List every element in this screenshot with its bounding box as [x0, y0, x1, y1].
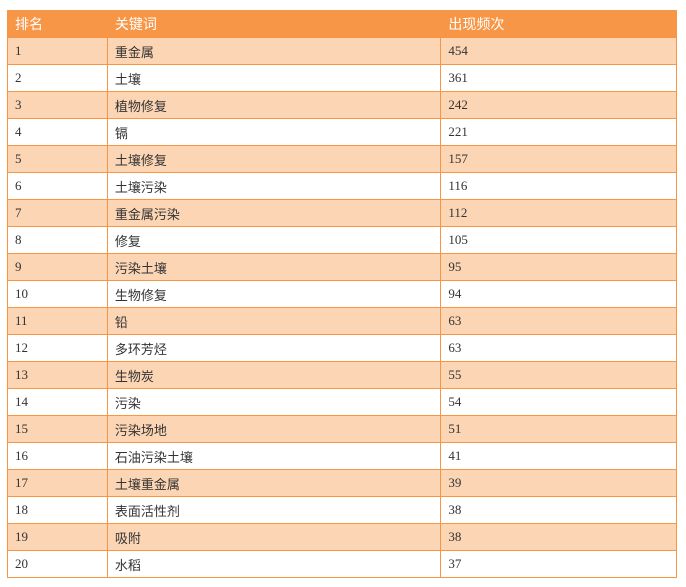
table-row: 6 土壤污染 116 — [7, 172, 677, 200]
rank-cell: 14 — [7, 388, 108, 416]
keyword-cell: 土壤 — [106, 64, 442, 92]
count-cell: 116 — [440, 172, 677, 200]
rank-cell: 17 — [7, 469, 108, 497]
rank-cell: 13 — [7, 361, 108, 389]
rank-cell: 18 — [7, 496, 108, 524]
rank-cell: 10 — [7, 280, 108, 308]
table-row: 14 污染 54 — [7, 388, 677, 416]
keyword-cell: 铅 — [106, 307, 442, 335]
rank-cell: 16 — [7, 442, 108, 470]
keyword-cell: 植物修复 — [106, 91, 442, 119]
table-row: 11 铅 63 — [7, 307, 677, 335]
table-row: 20 水稻 37 — [7, 550, 677, 578]
keyword-cell: 土壤修复 — [106, 145, 442, 173]
table-row: 15 污染场地 51 — [7, 415, 677, 443]
count-cell: 94 — [440, 280, 677, 308]
rank-cell: 4 — [7, 118, 108, 146]
table-header-row: 排名 关键词 出现频次 — [7, 10, 677, 38]
table-row: 5 土壤修复 157 — [7, 145, 677, 173]
count-cell: 95 — [440, 253, 677, 281]
count-cell: 39 — [440, 469, 677, 497]
keyword-cell: 表面活性剂 — [106, 496, 442, 524]
count-cell: 454 — [440, 37, 677, 65]
count-cell: 38 — [440, 496, 677, 524]
header-rank: 排名 — [7, 10, 108, 38]
count-cell: 112 — [440, 199, 677, 227]
count-cell: 242 — [440, 91, 677, 119]
keyword-cell: 生物炭 — [106, 361, 442, 389]
count-cell: 105 — [440, 226, 677, 254]
keyword-cell: 重金属 — [106, 37, 442, 65]
rank-cell: 15 — [7, 415, 108, 443]
rank-cell: 8 — [7, 226, 108, 254]
rank-cell: 19 — [7, 523, 108, 551]
count-cell: 63 — [440, 334, 677, 362]
rank-cell: 7 — [7, 199, 108, 227]
table-row: 3 植物修复 242 — [7, 91, 677, 119]
count-cell: 63 — [440, 307, 677, 335]
keyword-cell: 土壤污染 — [106, 172, 442, 200]
keyword-cell: 污染 — [106, 388, 442, 416]
keyword-cell: 生物修复 — [106, 280, 442, 308]
count-cell: 54 — [440, 388, 677, 416]
keyword-cell: 多环芳烃 — [106, 334, 442, 362]
count-cell: 157 — [440, 145, 677, 173]
table-row: 9 污染土壤 95 — [7, 253, 677, 281]
table-row: 12 多环芳烃 63 — [7, 334, 677, 362]
table-row: 18 表面活性剂 38 — [7, 496, 677, 524]
table-row: 13 生物炭 55 — [7, 361, 677, 389]
rank-cell: 2 — [7, 64, 108, 92]
keyword-cell: 吸附 — [106, 523, 442, 551]
count-cell: 37 — [440, 550, 677, 578]
table-row: 1 重金属 454 — [7, 37, 677, 65]
keyword-cell: 水稻 — [106, 550, 442, 578]
table-row: 7 重金属污染 112 — [7, 199, 677, 227]
count-cell: 41 — [440, 442, 677, 470]
count-cell: 55 — [440, 361, 677, 389]
table-row: 2 土壤 361 — [7, 64, 677, 92]
keyword-cell: 污染场地 — [106, 415, 442, 443]
rank-cell: 9 — [7, 253, 108, 281]
rank-cell: 12 — [7, 334, 108, 362]
table-row: 10 生物修复 94 — [7, 280, 677, 308]
rank-cell: 20 — [7, 550, 108, 578]
table-row: 16 石油污染土壤 41 — [7, 442, 677, 470]
count-cell: 38 — [440, 523, 677, 551]
keyword-cell: 修复 — [106, 226, 442, 254]
rank-cell: 3 — [7, 91, 108, 119]
header-count: 出现频次 — [440, 10, 677, 38]
keyword-cell: 镉 — [106, 118, 442, 146]
keyword-cell: 重金属污染 — [106, 199, 442, 227]
count-cell: 51 — [440, 415, 677, 443]
rank-cell: 1 — [7, 37, 108, 65]
rank-cell: 6 — [7, 172, 108, 200]
table-row: 17 土壤重金属 39 — [7, 469, 677, 497]
rank-cell: 11 — [7, 307, 108, 335]
count-cell: 361 — [440, 64, 677, 92]
keyword-cell: 石油污染土壤 — [106, 442, 442, 470]
keyword-cell: 污染土壤 — [106, 253, 442, 281]
table-row: 19 吸附 38 — [7, 523, 677, 551]
rank-cell: 5 — [7, 145, 108, 173]
table-row: 4 镉 221 — [7, 118, 677, 146]
keyword-frequency-table: 排名 关键词 出现频次 1 重金属 454 2 土壤 361 3 植物修复 242 4 镉 221 5 土… — [7, 10, 677, 578]
header-keyword: 关键词 — [106, 10, 442, 38]
keyword-cell: 土壤重金属 — [106, 469, 442, 497]
count-cell: 221 — [440, 118, 677, 146]
table-row: 8 修复 105 — [7, 226, 677, 254]
